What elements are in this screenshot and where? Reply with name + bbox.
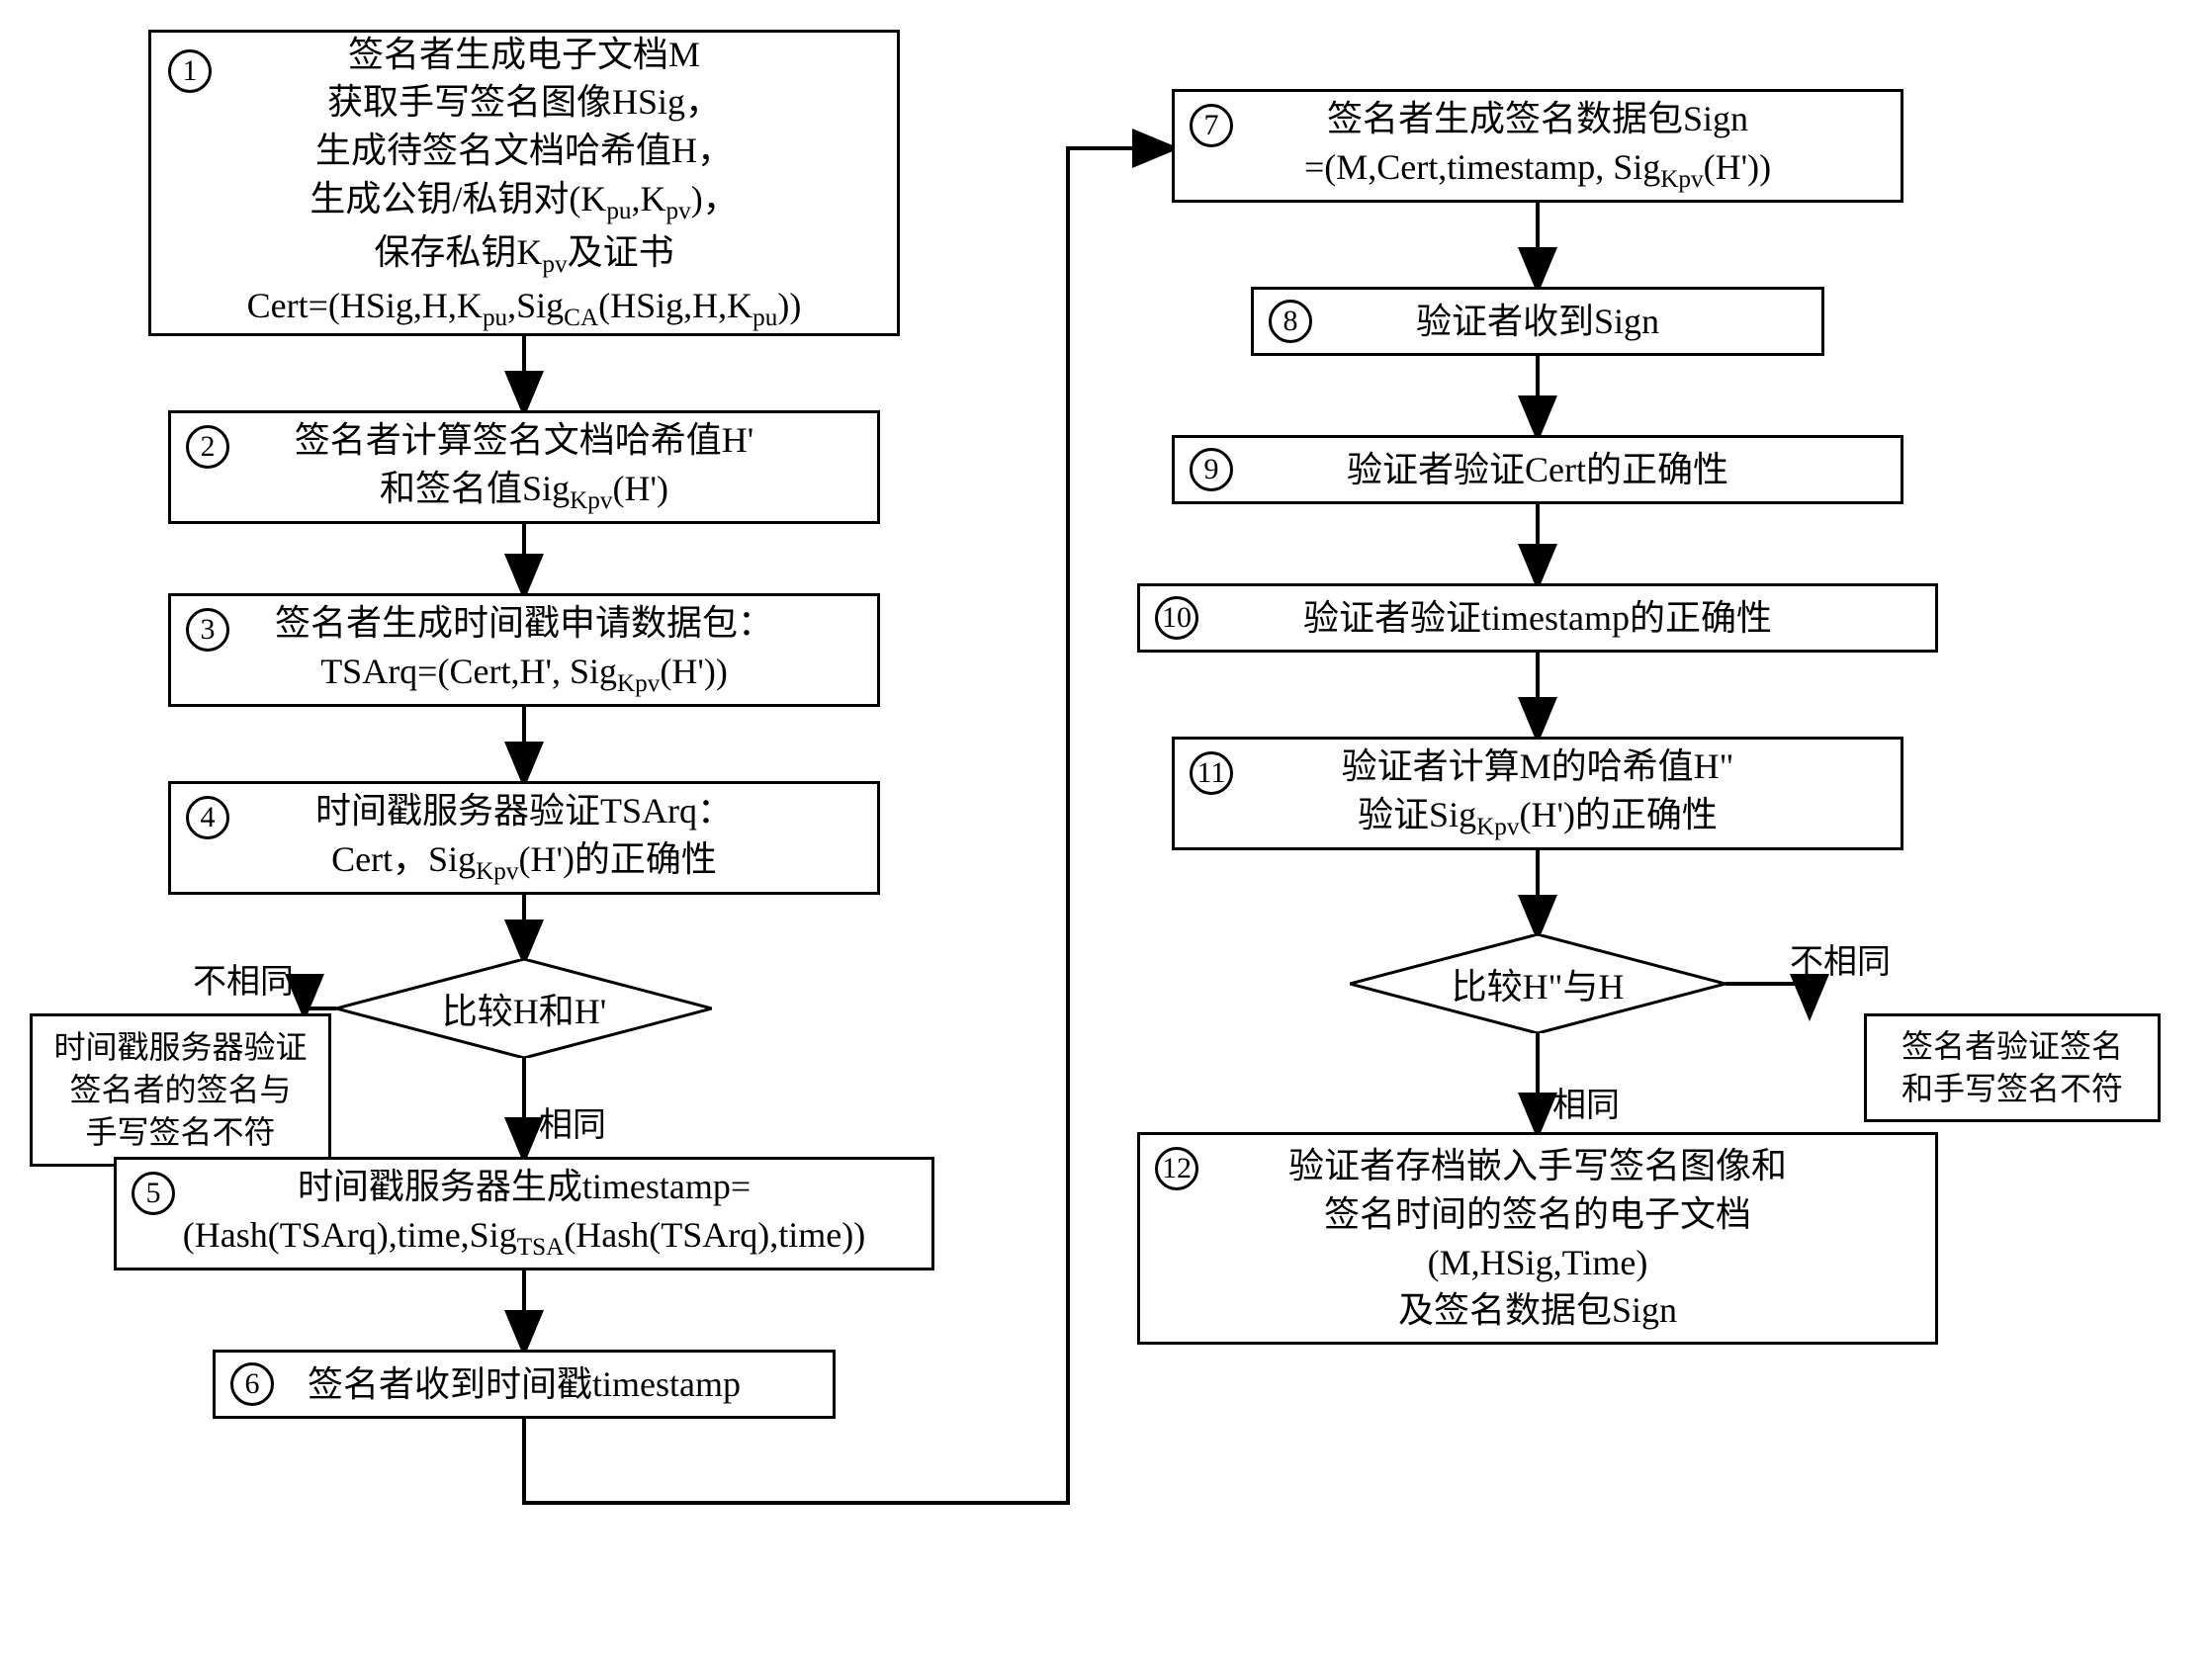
step-line: 签名者收到时间戳timestamp bbox=[308, 1360, 741, 1409]
step-line: (M,HSig,Time) bbox=[1428, 1239, 1648, 1287]
step-number-badge: 8 bbox=[1269, 300, 1312, 343]
step-line: 保存私钥Kpv及证书 bbox=[374, 228, 673, 282]
step-number-badge: 4 bbox=[186, 796, 229, 839]
step-number-badge: 9 bbox=[1190, 448, 1233, 491]
step-line: Cert=(HSig,H,Kpu,SigCA(HSig,H,Kpu)) bbox=[247, 282, 802, 335]
step-line: 签名者计算签名文档哈希值H' bbox=[295, 416, 754, 465]
step-n8: 验证者收到Sign bbox=[1251, 287, 1824, 356]
step-line: TSArq=(Cert,H', SigKpv(H')) bbox=[320, 648, 728, 701]
step-n12: 验证者存档嵌入手写签名图像和签名时间的签名的电子文档(M,HSig,Time)及… bbox=[1137, 1132, 1938, 1345]
step-number-badge: 5 bbox=[132, 1172, 175, 1215]
step-line: 签名者生成时间戳申请数据包： bbox=[275, 599, 773, 648]
step-n11: 验证者计算M的哈希值H"验证SigKpv(H')的正确性 bbox=[1172, 737, 1903, 850]
step-line: 获取手写签名图像HSig， bbox=[327, 78, 721, 127]
step-n1: 签名者生成电子文档M获取手写签名图像HSig，生成待签名文档哈希值H，生成公钥/… bbox=[148, 30, 900, 336]
decision-d2: 比较H"与H bbox=[1350, 934, 1725, 1033]
step-line: 签名者验证签名 bbox=[1902, 1025, 2123, 1068]
edge-label-d1_yes: 相同 bbox=[539, 1097, 606, 1146]
step-number-badge: 7 bbox=[1190, 104, 1233, 147]
step-line: =(M,Cert,timestamp, SigKpv(H')) bbox=[1304, 143, 1771, 197]
step-number-badge: 11 bbox=[1190, 751, 1233, 795]
step-line: 验证者收到Sign bbox=[1416, 298, 1659, 346]
step-number-badge: 6 bbox=[230, 1362, 274, 1406]
step-n11f: 签名者验证签名和手写签名不符 bbox=[1864, 1013, 2161, 1122]
step-line: 签名者生成签名数据包Sign bbox=[1327, 95, 1748, 143]
step-line: 和手写签名不符 bbox=[1902, 1068, 2123, 1110]
step-line: 生成公钥/私钥对(Kpu,Kpv)， bbox=[310, 175, 738, 228]
step-n4f: 时间戳服务器验证签名者的签名与手写签名不符 bbox=[30, 1013, 331, 1167]
edge-label-d2_yes: 相同 bbox=[1552, 1078, 1620, 1126]
step-line: 手写签名不符 bbox=[85, 1111, 275, 1154]
step-number-badge: 10 bbox=[1155, 596, 1198, 640]
step-n5: 时间戳服务器生成timestamp=(Hash(TSArq),time,SigT… bbox=[114, 1157, 934, 1270]
step-n4: 时间戳服务器验证TSArq：Cert，SigKpv(H')的正确性 bbox=[168, 781, 880, 895]
step-line: 验证者验证timestamp的正确性 bbox=[1303, 594, 1772, 643]
step-line: 签名时间的签名的电子文档 bbox=[1324, 1190, 1751, 1239]
step-line: Cert，SigKpv(H')的正确性 bbox=[331, 835, 717, 889]
step-n6: 签名者收到时间戳timestamp bbox=[213, 1350, 836, 1419]
step-line: 验证者计算M的哈希值H" bbox=[1342, 743, 1734, 791]
step-line: 时间戳服务器生成timestamp= bbox=[298, 1163, 751, 1211]
step-line: 和签名值SigKpv(H') bbox=[380, 465, 668, 518]
step-line: (Hash(TSArq),time,SigTSA(Hash(TSArq),tim… bbox=[183, 1211, 865, 1265]
step-number-badge: 1 bbox=[168, 49, 212, 93]
edge-14 bbox=[1725, 984, 1810, 1013]
step-line: 生成待签名文档哈希值H， bbox=[315, 127, 733, 175]
step-line: 时间戳服务器验证TSArq： bbox=[315, 787, 733, 835]
step-number-badge: 12 bbox=[1155, 1147, 1198, 1190]
edge-label-d1_no: 不相同 bbox=[193, 954, 294, 1003]
step-n10: 验证者验证timestamp的正确性 bbox=[1137, 583, 1938, 653]
decision-d1: 比较H和H' bbox=[336, 959, 712, 1058]
step-number-badge: 3 bbox=[186, 608, 229, 652]
decision-text: 比较H"与H bbox=[1452, 958, 1625, 1009]
edge-label-d2_no: 不相同 bbox=[1790, 934, 1891, 983]
step-n9: 验证者验证Cert的正确性 bbox=[1172, 435, 1903, 504]
step-n7: 签名者生成签名数据包Sign=(M,Cert,timestamp, SigKpv… bbox=[1172, 89, 1903, 203]
flowchart-root: 签名者生成电子文档M获取手写签名图像HSig，生成待签名文档哈希值H，生成公钥/… bbox=[0, 0, 2212, 1664]
step-n2: 签名者计算签名文档哈希值H'和签名值SigKpv(H') bbox=[168, 410, 880, 524]
step-line: 验证者验证Cert的正确性 bbox=[1347, 446, 1728, 494]
step-line: 签名者生成电子文档M bbox=[348, 31, 700, 79]
step-line: 及签名数据包Sign bbox=[1398, 1286, 1677, 1335]
step-line: 签名者的签名与 bbox=[69, 1069, 291, 1111]
decision-text: 比较H和H' bbox=[442, 983, 606, 1034]
step-line: 验证者存档嵌入手写签名图像和 bbox=[1288, 1142, 1787, 1190]
step-line: 时间戳服务器验证 bbox=[53, 1026, 307, 1069]
step-n3: 签名者生成时间戳申请数据包：TSArq=(Cert,H', SigKpv(H')… bbox=[168, 593, 880, 707]
step-number-badge: 2 bbox=[186, 425, 229, 469]
step-line: 验证SigKpv(H')的正确性 bbox=[1358, 791, 1718, 844]
